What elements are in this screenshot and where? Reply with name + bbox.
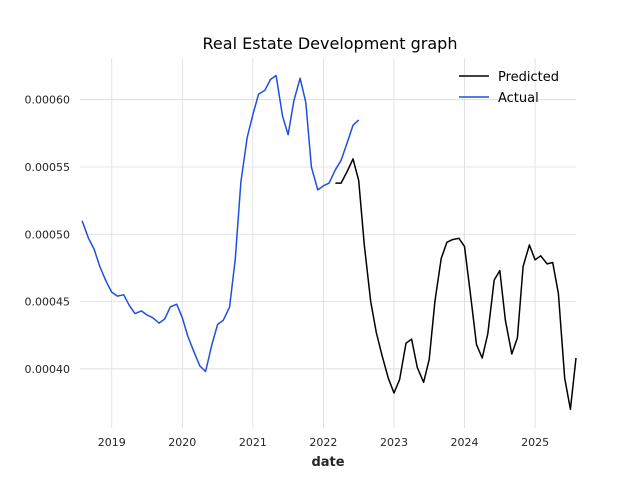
y-tick-label: 0.00055 <box>25 161 71 174</box>
x-tick-label: 2021 <box>239 436 267 449</box>
series-line-actual <box>81 74 360 373</box>
chart-title: Real Estate Development graph <box>203 34 458 53</box>
legend-label-actual: Actual <box>498 91 539 106</box>
y-tick-label: 0.00045 <box>25 296 71 309</box>
x-tick-label: 2020 <box>168 436 196 449</box>
x-tick-label: 2025 <box>521 436 549 449</box>
x-tick-label: 2019 <box>98 436 126 449</box>
tick-labels: 2019 2020 2021 2022 2023 2024 2025 0.00040 0.000… <box>25 94 550 449</box>
x-tick-label: 2023 <box>380 436 408 449</box>
x-axis-label: date <box>311 455 344 470</box>
y-tick-label: 0.00050 <box>25 228 71 241</box>
series-line-predicted <box>335 158 577 410</box>
x-tick-label: 2024 <box>451 436 479 449</box>
legend: Predicted Actual <box>459 70 559 106</box>
series-lines <box>81 74 577 410</box>
legend-label-predicted: Predicted <box>498 70 559 85</box>
grid <box>80 58 576 428</box>
y-tick-label: 0.00060 <box>25 94 71 107</box>
y-tick-label: 0.00040 <box>25 363 71 376</box>
x-tick-label: 2022 <box>309 436 337 449</box>
